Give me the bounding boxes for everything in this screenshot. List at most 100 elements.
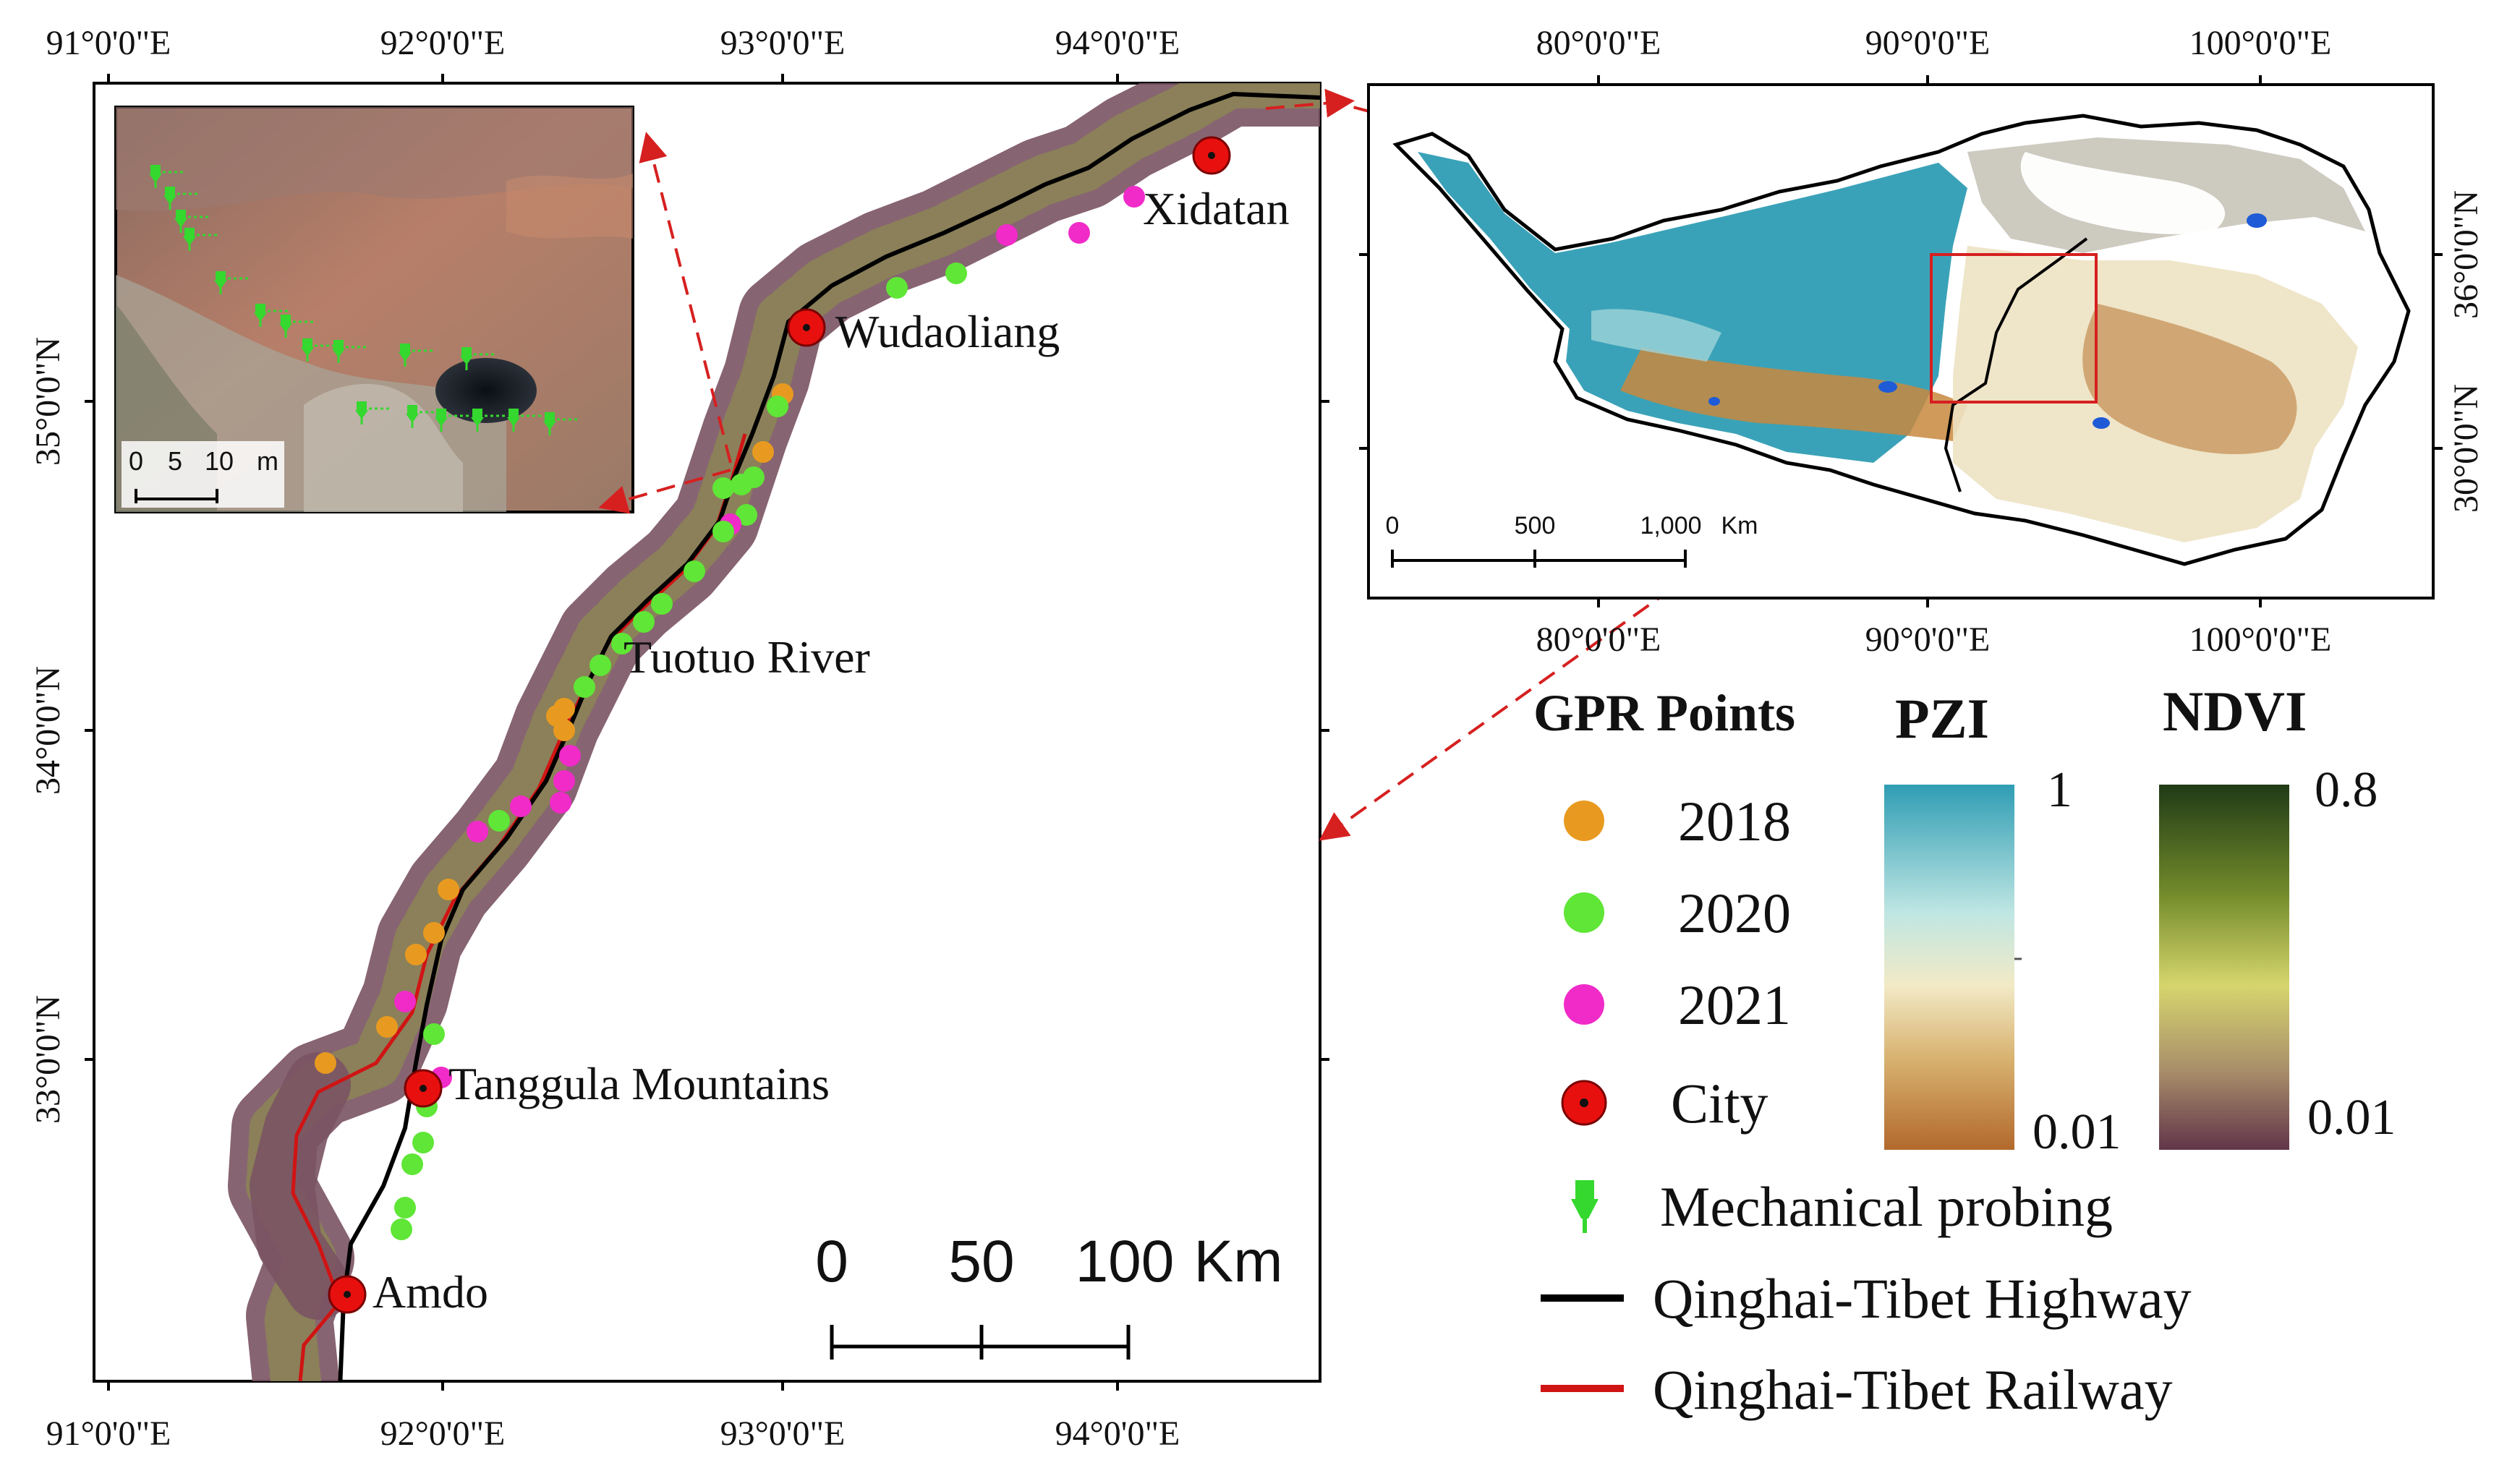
gpr-point (1123, 186, 1145, 208)
gpr-point (467, 821, 488, 842)
gpr-point (945, 263, 967, 284)
gpr-point (651, 593, 673, 615)
probing-pin (183, 228, 218, 251)
gpr-point (438, 879, 459, 900)
inset-lake (435, 358, 537, 423)
lat-label-34: 34°0'0"N (29, 666, 67, 795)
probing-pin (507, 409, 542, 432)
overview-scale-tick-500: 500 (1515, 512, 1556, 539)
inset-scale-tick-10: 10 (205, 446, 234, 476)
lon-label-top-91: 91°0'0"E (46, 24, 171, 62)
gpr-point (611, 633, 633, 654)
lon-label-bottom-94: 94°0'0"E (1055, 1414, 1180, 1453)
inset-probing-pins (149, 165, 579, 435)
lon-label-bottom-91: 91°0'0"E (46, 1414, 171, 1453)
overview-map: 80°0'0"E 90°0'0"E 100°0'0"E 80°0'0"E 90°… (1359, 24, 2485, 659)
gpr-point (886, 277, 908, 299)
city-marker (787, 308, 826, 347)
legend: GPR Points PZI NDVI 2018 2020 2021 City … (1533, 680, 2396, 1421)
gpr-point (550, 792, 571, 814)
place-label-tuotuo-river: Tuotuo River (623, 631, 870, 683)
main-scale-tick-100: 100 (1076, 1229, 1175, 1294)
place-label-tanggula-mountains: Tanggula Mountains (448, 1058, 830, 1109)
gpr-points-layer (315, 186, 1145, 1240)
lon-label-top-92: 92°0'0"E (380, 24, 506, 62)
lat-label-35: 35°0'0"N (29, 337, 67, 466)
gpr-point (394, 991, 416, 1012)
gpr-point (712, 477, 734, 499)
legend-label-highway: Qinghai-Tibet Highway (1653, 1267, 2192, 1330)
city-marker (404, 1069, 443, 1108)
legend-label-2020: 2020 (1678, 882, 1791, 944)
overview-scale-unit: Km (1721, 512, 1758, 539)
place-label-wudaoliang: Wudaoliang (835, 306, 1060, 357)
inset-scale-tick-5: 5 (168, 446, 182, 476)
legend-label-railway: Qinghai-Tibet Railway (1653, 1358, 2173, 1421)
probing-pin (355, 401, 391, 424)
gpr-point (391, 1219, 412, 1240)
probing-pin (163, 187, 199, 210)
gpr-point (412, 1132, 434, 1153)
overview-lon-top-100: 100°0'0"E (2189, 24, 2332, 62)
inset-photo: 0 5 10 m (114, 106, 634, 513)
probing-pin (460, 347, 495, 370)
city-marker (1192, 136, 1231, 175)
legend-label-2018: 2018 (1678, 790, 1791, 853)
legend-symbol-city (1561, 1080, 1607, 1126)
study-area-box (1930, 253, 2098, 404)
gpr-point (589, 654, 611, 676)
gpr-point (423, 1023, 445, 1045)
probing-pin (254, 304, 289, 327)
overview-lon-bottom-100: 100°0'0"E (2189, 620, 2332, 659)
gpr-point (767, 396, 788, 417)
probing-pin (174, 210, 210, 233)
place-label-xidatan: Xidatan (1143, 183, 1290, 234)
legend-label-city: City (1671, 1072, 1768, 1135)
legend-label-2021: 2021 (1678, 973, 1791, 1036)
pzi-max-label: 1 (2047, 762, 2072, 818)
gpr-point (488, 810, 510, 832)
probing-pin (279, 315, 315, 338)
pzi-colorbar (1884, 785, 2014, 1150)
lon-label-bottom-93: 93°0'0"E (720, 1414, 846, 1453)
overview-lon-top-80: 80°0'0"E (1536, 24, 1661, 62)
pzi-min-label: 0.01 (2032, 1104, 2121, 1160)
inset-scale-unit: m (257, 446, 278, 476)
gpr-point (553, 770, 575, 792)
gpr-point (633, 611, 655, 633)
ndvi-max-label: 0.8 (2315, 762, 2378, 818)
ndvi-min-label: 0.01 (2307, 1090, 2396, 1145)
overview-lon-bottom-80: 80°0'0"E (1536, 620, 1661, 659)
gpr-point (405, 944, 427, 965)
gpr-point (376, 1016, 398, 1038)
main-scale-tick-0: 0 (815, 1229, 848, 1294)
gpr-point (394, 1197, 416, 1219)
inset-scale-tick-0: 0 (129, 446, 143, 476)
lon-label-top-94: 94°0'0"E (1055, 24, 1180, 62)
city-markers-layer (328, 136, 1231, 1314)
overview-lon-top-90: 90°0'0"E (1865, 24, 1991, 62)
overview-scale-tick-1000: 1,000 (1640, 512, 1701, 539)
gpr-point (559, 745, 581, 767)
legend-symbol-probing-icon (1571, 1180, 1599, 1233)
main-map: Xidatan Wudaoliang Tuotuo River Tanggula… (29, 24, 1329, 1453)
gpr-point (996, 224, 1018, 246)
overview-scale-bar: 0 500 1,000 Km (1386, 512, 1758, 568)
lat-label-33: 33°0'0"N (29, 995, 67, 1124)
main-map-ticks (85, 74, 1329, 1391)
probing-pin (399, 343, 434, 367)
lon-label-bottom-92: 92°0'0"E (380, 1414, 506, 1453)
gpr-point (1068, 222, 1090, 244)
legend-label-probing: Mechanical probing (1660, 1175, 2113, 1238)
gpr-point (423, 922, 445, 944)
gpr-point (736, 504, 757, 526)
legend-title-pzi: PZI (1895, 687, 1989, 750)
gpr-point (752, 441, 774, 463)
legend-symbol-2018 (1564, 801, 1604, 841)
probing-pin (471, 409, 506, 432)
gpr-point (315, 1052, 336, 1074)
main-scale-unit: Km (1194, 1229, 1283, 1294)
legend-title-ndvi: NDVI (2163, 680, 2307, 743)
gpr-point (712, 521, 734, 542)
